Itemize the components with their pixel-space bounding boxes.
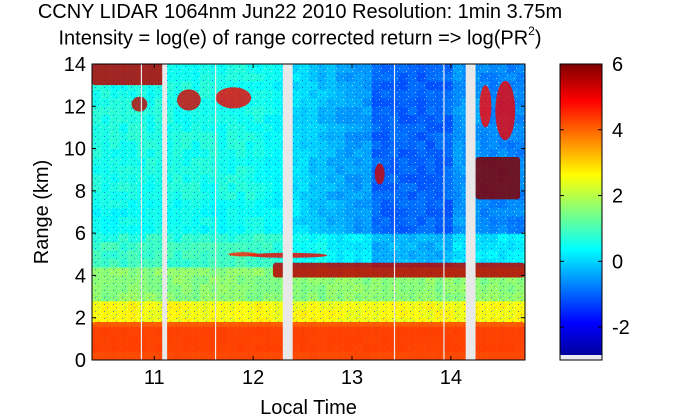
x-tick-label: 11	[144, 367, 165, 389]
colorbar	[559, 63, 603, 361]
y-tick-label: 12	[64, 96, 86, 118]
x-tick-label: 14	[440, 367, 462, 389]
colorbar-tick-label: 6	[612, 54, 623, 76]
x-tick-label: 12	[242, 367, 264, 389]
y-tick-label: 4	[75, 265, 86, 287]
x-tick-label: 13	[341, 367, 363, 389]
colorbar-tick-label: 0	[612, 251, 623, 273]
data-gap	[162, 64, 168, 360]
feature-aerosol-layer-top	[272, 262, 525, 278]
feature-cirrus	[92, 64, 165, 86]
colorbar-tick-label: -2	[612, 317, 630, 339]
feature-cloud	[475, 157, 521, 200]
y-tick-label: 0	[75, 350, 86, 372]
x-axis-label: Local Time	[260, 397, 357, 419]
y-tick-label: 6	[75, 223, 86, 245]
y-axis-label: Range (km)	[31, 160, 53, 264]
plot-frame	[91, 63, 526, 361]
y-tick-label: 14	[64, 54, 86, 76]
data-gap	[282, 64, 293, 360]
subtitle-text: Intensity = log(e) of range corrected re…	[58, 27, 529, 50]
feature-boundary-layer	[92, 321, 525, 360]
chart-title: CCNY LIDAR 1064nm Jun22 2010 Resolution:…	[37, 1, 563, 23]
chart-subtitle: Intensity = log(e) of range corrected re…	[0, 24, 600, 51]
y-tick-label: 8	[75, 181, 86, 203]
y-tick-label: 2	[75, 308, 86, 330]
data-gap	[465, 64, 476, 360]
colorbar-tick-label: 4	[612, 120, 623, 142]
subtitle-superscript: 2	[528, 24, 535, 38]
subtitle-suffix: )	[534, 27, 542, 50]
colorbar-tick-label: 2	[612, 186, 623, 208]
heatmap-field	[92, 64, 525, 360]
y-tick-label: 10	[64, 139, 86, 161]
